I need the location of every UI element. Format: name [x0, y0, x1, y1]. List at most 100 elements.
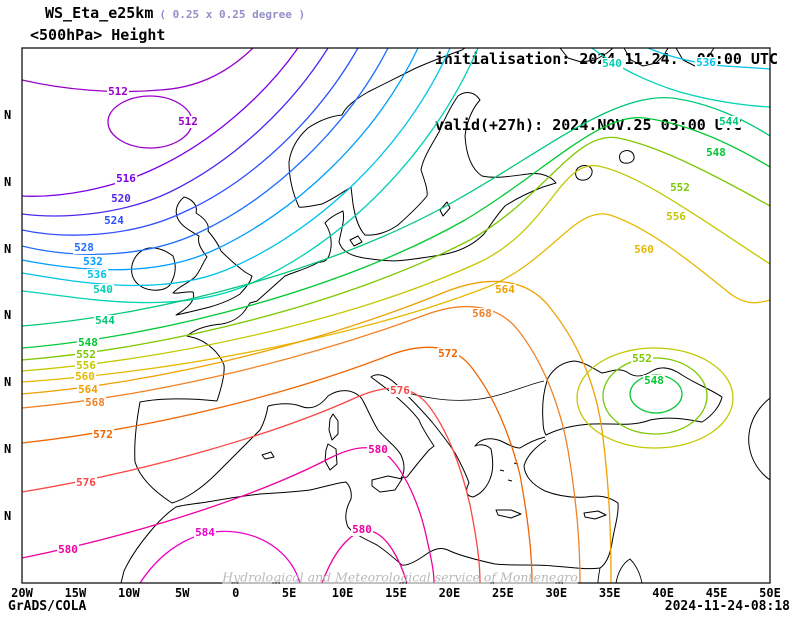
x-axis-label: 20W: [11, 586, 33, 600]
contour-line: [22, 447, 435, 583]
coastline-arctic: [559, 48, 715, 67]
coastline-turkey-africa: [120, 439, 619, 583]
contour-line: [22, 48, 419, 271]
contour-label: 564: [77, 383, 99, 396]
lakes: [575, 150, 635, 181]
contour-label: 552: [631, 352, 653, 365]
contour-label: 580: [57, 543, 79, 556]
contour-label: 548: [77, 336, 99, 349]
contour-line: [22, 346, 533, 583]
y-axis-label: N: [4, 375, 12, 389]
danube-river: [391, 380, 545, 401]
contour-line: [629, 374, 683, 414]
contour-label: 536: [695, 56, 717, 69]
contour-line: [22, 96, 770, 327]
contour-label: 560: [74, 370, 96, 383]
coastline-weurope-scandinavia: [186, 48, 557, 402]
contour-label: 544: [94, 314, 116, 327]
contour-line: [22, 48, 359, 236]
coastline-black-sea: [542, 360, 723, 436]
contour-label: 540: [92, 283, 114, 296]
contour-line: [22, 117, 770, 349]
coastline-italy-balkans: [267, 374, 546, 498]
coastline-islands: [261, 201, 607, 520]
contour-line: [22, 213, 770, 383]
contour-label: 512: [107, 85, 129, 98]
x-axis-label: 0: [232, 586, 240, 600]
contour-label: 576: [75, 476, 97, 489]
contour-label: 564: [494, 283, 516, 296]
coastline-iberia: [134, 398, 269, 504]
contour-label: 552: [75, 348, 97, 361]
contour-line: [22, 48, 299, 197]
contour-label: 524: [103, 214, 125, 227]
contour-label: 540: [601, 57, 623, 70]
contour-line: [22, 280, 612, 583]
field-title: <500hPa> Height: [30, 26, 166, 44]
contour-label: 580: [351, 523, 373, 536]
contour-label: 516: [115, 172, 137, 185]
resolution-note: ( 0.25 x 0.25 degree ): [159, 8, 306, 21]
x-axis-label: 15W: [64, 586, 87, 600]
coastlines: [120, 48, 770, 583]
x-axis-label: 5W: [175, 586, 190, 600]
x-axis-label: 5E: [281, 586, 297, 600]
contour-label: 520: [110, 192, 132, 205]
contour-line: [107, 95, 193, 149]
contour-label: 548: [705, 146, 727, 159]
contour-line: [22, 48, 451, 287]
nile-red-sea: [597, 558, 643, 583]
model-name: WS_Eta_e25km: [45, 4, 154, 22]
contour-label: 528: [73, 241, 95, 254]
x-axis-label: 40E: [652, 586, 674, 600]
contour-label: 572: [92, 428, 114, 441]
contour-label: 544: [718, 115, 740, 128]
y-axis-label: N: [4, 308, 12, 322]
contour-lines: [22, 48, 770, 583]
contour-line: [22, 165, 770, 372]
contour-label: 568: [471, 307, 493, 320]
contour-line: [602, 357, 708, 435]
x-axis-label: 45E: [705, 586, 728, 600]
y-axis-label: N: [4, 242, 12, 256]
x-axis-label: 15E: [385, 586, 407, 600]
x-axis-label: 20E: [438, 586, 461, 600]
contour-line: [22, 48, 254, 93]
init-time: initialisation: 2024.11.24. 00:00 UTC: [434, 50, 778, 68]
coastline-caspian: [748, 397, 770, 481]
x-axis-label: 25E: [492, 586, 514, 600]
watermark: Hydrological and Meteorological service …: [222, 569, 578, 585]
creation-timestamp: 2024-11-24-08:18: [664, 599, 790, 614]
contour-label: 568: [84, 396, 106, 409]
contour-line: [647, 48, 770, 70]
y-axis-label: N: [4, 108, 12, 122]
x-axis-label: 10E: [331, 586, 354, 600]
header-line-1: WS_Eta_e25km ( 0.25 x 0.25 degree ): [45, 4, 305, 22]
contour-label: 580: [367, 443, 389, 456]
y-axis-label: N: [4, 509, 12, 523]
x-axis-label: 10W: [118, 586, 140, 600]
y-axis-label: N: [4, 442, 12, 456]
contour-label: 532: [82, 255, 104, 268]
contour-label: 536: [86, 268, 108, 281]
contour-label: 548: [643, 374, 665, 387]
x-axis-label: 35E: [598, 586, 621, 600]
contour-label: 560: [633, 243, 655, 256]
coastline-britain: [172, 196, 253, 316]
contour-line: [576, 347, 734, 449]
x-axis-label: 50E: [759, 586, 781, 600]
contour-label: 584: [194, 526, 216, 539]
contour-line: [22, 48, 389, 255]
grads-credit: GrADS/COLA: [8, 599, 87, 614]
contour-line: [22, 136, 770, 361]
contour-label: 552: [669, 181, 691, 194]
contour-line: [22, 48, 329, 217]
contour-line: [139, 530, 301, 583]
contour-label: 556: [665, 210, 687, 223]
x-axis-label: 30E: [545, 586, 568, 600]
contour-label: 556: [75, 359, 97, 372]
contour-label: 512: [177, 115, 199, 128]
